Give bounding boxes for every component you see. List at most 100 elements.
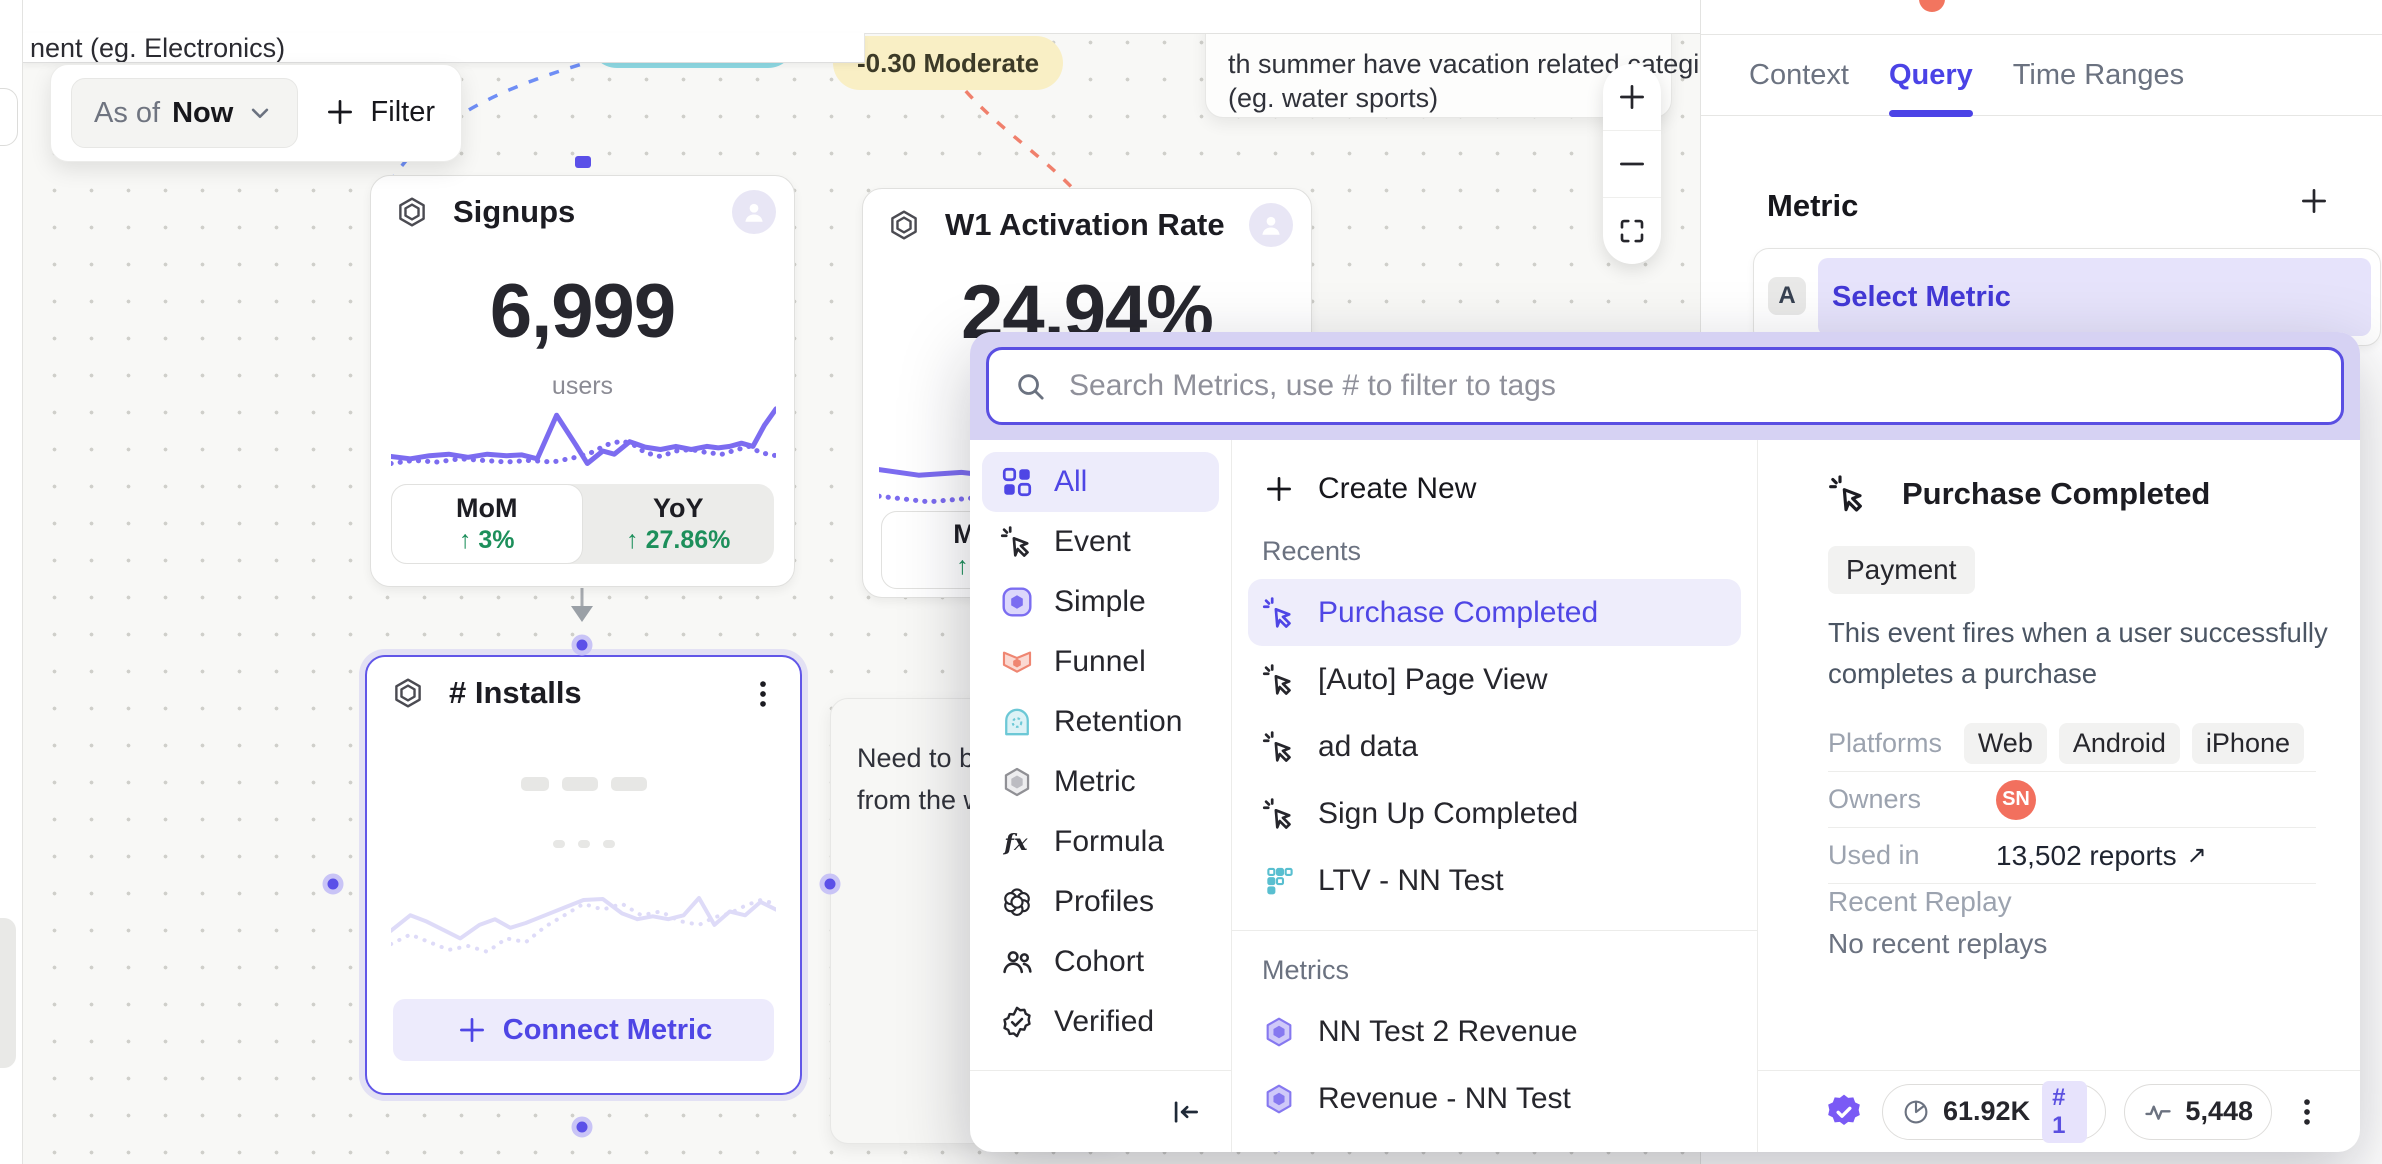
category-funnel[interactable]: Funnel [982, 632, 1219, 692]
correlation-badge-moderate[interactable]: -0.30 Moderate [833, 36, 1064, 90]
cursor-icon [1000, 525, 1034, 559]
collapse-sidebar-button[interactable] [1169, 1095, 1203, 1129]
list-item[interactable]: Purchase Completed [1248, 579, 1741, 646]
card-menu-button[interactable] [746, 677, 780, 716]
cursor-click-icon [1828, 474, 1868, 514]
plus-icon [323, 95, 357, 129]
details-title: Purchase Completed [1902, 476, 2211, 511]
list-item[interactable]: ad data [1248, 713, 1741, 780]
owner-avatar[interactable]: SN [1996, 779, 2036, 820]
create-new-button[interactable]: Create New [1262, 466, 1757, 512]
partial-note-card[interactable]: nent (eg. Electronics) [22, 33, 865, 63]
connect-metric-button[interactable]: Connect Metric [393, 999, 774, 1061]
category-simple[interactable]: Simple [982, 572, 1219, 632]
profiles-icon [1000, 885, 1034, 919]
list-item[interactable]: Revenue - NN Test [1248, 1065, 1741, 1132]
mom-toggle[interactable]: MoM ↑ 3% [391, 484, 583, 564]
list-item[interactable]: Sign Up Completed [1248, 780, 1741, 847]
sidebar-footer [970, 1070, 1232, 1152]
cohort-icon [1000, 945, 1034, 979]
metric-list: Create New Recents Purchase Completed [A… [1232, 440, 1758, 1152]
person-icon [1256, 210, 1286, 240]
category-profiles[interactable]: Profiles [982, 872, 1219, 932]
avatar [1249, 203, 1293, 247]
metric-section-title: Metric [1767, 188, 1859, 223]
left-edge-panel [0, 0, 23, 1164]
list-item[interactable]: [Auto] Page View [1248, 646, 1741, 713]
tab-time-ranges[interactable]: Time Ranges [2012, 58, 2185, 91]
card-title: Signups [453, 194, 576, 229]
hexagon-metric-icon [887, 208, 921, 242]
zoom-in-button[interactable] [1603, 64, 1661, 130]
details-footer: 61.92K # 1 5,448 [1758, 1070, 2360, 1152]
query-volume-pill[interactable]: 61.92K # 1 [1882, 1080, 2107, 1143]
skeleton-dashes [367, 840, 800, 848]
minus-icon [1615, 147, 1649, 181]
pie-chart-icon [1901, 1097, 1931, 1127]
simple-icon [1000, 585, 1034, 619]
cursor-icon [1262, 596, 1296, 630]
category-all[interactable]: All [982, 452, 1219, 512]
platform-chip: Android [2058, 723, 2180, 764]
canvas-top-bar [22, 0, 1700, 34]
details-menu-button[interactable] [2290, 1095, 2324, 1129]
external-link-icon: ↗ [2186, 842, 2207, 869]
metric-picker-dialog: All Event Simple Funnel Retention Metric… [970, 332, 2360, 1152]
ltv-icon [1262, 864, 1296, 898]
platform-chip: Web [1963, 723, 2047, 764]
tab-query[interactable]: Query [1888, 35, 1973, 117]
zoom-out-button[interactable] [1603, 130, 1661, 197]
used-in-link[interactable]: 13,502 reports ↗ [1996, 839, 2207, 871]
list-item[interactable] [1248, 1132, 1741, 1152]
category-formula[interactable]: Formula [982, 812, 1219, 872]
section-label: Metrics [1262, 955, 1349, 985]
metric-card-signups[interactable]: Signups 6,999 users MoM ↑ 3% YoY ↑ 27.86… [370, 175, 795, 587]
select-metric-row: A Select Metric [1753, 248, 2381, 346]
plus-icon [1262, 472, 1296, 506]
replay-label: Recent Replay [1828, 886, 2012, 917]
as-of-dropdown[interactable]: As of Now [71, 78, 299, 148]
add-metric-button[interactable] [2297, 184, 2331, 223]
hexpurple-icon [1262, 1015, 1296, 1049]
select-metric-button[interactable]: Select Metric [1818, 258, 2371, 336]
search-input-wrapper [986, 347, 2344, 425]
search-icon [1013, 369, 1047, 403]
grid-icon [1000, 465, 1034, 499]
series-badge: A [1768, 277, 1806, 315]
collapse-icon [1169, 1095, 1203, 1129]
zoom-fit-button[interactable] [1603, 197, 1661, 264]
kebab-icon [746, 677, 780, 711]
add-filter-button[interactable]: Filter [323, 78, 435, 146]
category-retention[interactable]: Retention [982, 692, 1219, 752]
hexagon-metric-icon [391, 676, 425, 710]
event-volume-pill[interactable]: 5,448 [2124, 1083, 2272, 1140]
plus-icon [455, 1013, 489, 1047]
metric-search-input[interactable] [1067, 368, 2317, 404]
category-verified[interactable]: Verified [982, 992, 1219, 1052]
platforms-row: Platforms Web Android iPhone [1828, 716, 2316, 772]
metric-value: 6,999 [489, 269, 676, 354]
funnel-icon [1000, 645, 1034, 679]
category-cohort[interactable]: Cohort [982, 932, 1219, 992]
tab-context[interactable]: Context [1749, 58, 1849, 91]
pulse-icon [2143, 1097, 2173, 1127]
left-panel-handle[interactable] [0, 88, 18, 146]
metric-card-installs[interactable]: # Installs Connect Metric [365, 655, 802, 1095]
yoy-toggle[interactable]: YoY ↑ 27.86% [626, 493, 731, 554]
platform-chip: iPhone [2191, 723, 2304, 764]
list-item[interactable]: LTV - NN Test [1248, 847, 1741, 914]
category-metric[interactable]: Metric [982, 752, 1219, 812]
plus-icon [2297, 184, 2331, 218]
left-panel-shape [0, 918, 16, 1068]
details-description: This event fires when a user successfull… [1828, 617, 2328, 689]
verified-icon [1000, 1005, 1034, 1039]
fullscreen-icon [1617, 216, 1647, 246]
avatar [732, 190, 776, 234]
metric-icon [1000, 765, 1034, 799]
sparkline-chart [391, 406, 776, 466]
card-title: W1 Activation Rate [945, 207, 1225, 242]
tag-chip[interactable]: Payment [1828, 546, 1975, 594]
chevron-down-icon [245, 98, 275, 128]
list-item[interactable]: NN Test 2 Revenue [1248, 998, 1741, 1065]
category-event[interactable]: Event [982, 512, 1219, 572]
